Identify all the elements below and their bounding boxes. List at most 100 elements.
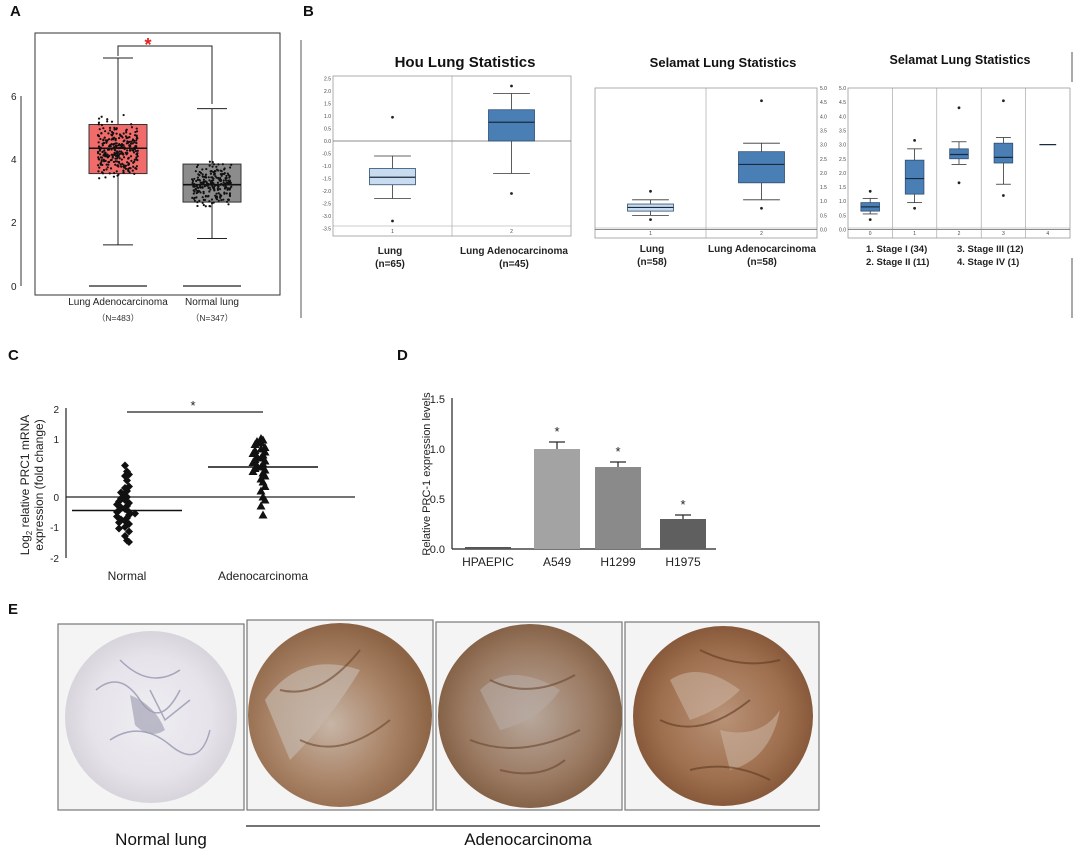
panel-a-point: [122, 132, 125, 135]
panel-a-point: [135, 130, 139, 133]
panel-a-point: [227, 179, 230, 182]
ihc-tissue-strands: [279, 649, 391, 748]
panel-a-point: [196, 176, 199, 179]
panel-a-point: [130, 159, 133, 162]
panel-b3-ytick: 1.5: [839, 185, 846, 191]
panel-d-xlabel: HPAEPIC: [462, 555, 514, 569]
panel-a-point: [116, 160, 119, 163]
panel-a-point: [112, 143, 115, 146]
panel-b2-ytick: 4.5: [820, 100, 827, 106]
panel-a-point: [118, 150, 121, 153]
panel-c-point-adeno: [256, 444, 266, 453]
panel-d-bar: [534, 449, 580, 549]
panel-a-point: [212, 173, 216, 176]
panel-a-point: [133, 172, 136, 175]
panel-b1-ytick: -3.0: [322, 214, 331, 220]
panel-b2-box: [738, 151, 785, 184]
panel-a-significance: *: [144, 35, 151, 55]
panel-b1-title: Hou Lung Statistics: [395, 54, 536, 71]
panel-a-point: [130, 126, 134, 129]
panel-a-point: [210, 176, 213, 179]
panel-a-point: [215, 192, 218, 195]
ihc-tissue-patch: [670, 672, 780, 770]
panel-a-point: [101, 142, 104, 145]
panel-a-point: [217, 163, 220, 166]
panel-b1-box: [369, 168, 416, 186]
panel-a-point: [103, 160, 106, 163]
panel-b1-outlier: [391, 115, 394, 119]
ihc-core-tumor-1: [248, 623, 432, 807]
panel-c-point-adeno: [260, 495, 270, 504]
panel-a-point: [202, 181, 205, 184]
panel-b1-ytick: 2.5: [324, 77, 331, 83]
panel-a-point: [229, 187, 232, 190]
panel-a-point: [201, 173, 204, 176]
panel-a-point: [196, 163, 199, 167]
panel-a-point: [131, 138, 135, 141]
panel-a-point: [103, 149, 106, 152]
panel-c-point-adeno: [256, 438, 266, 447]
panel-a-point: [128, 140, 131, 143]
panel-a-point: [113, 171, 116, 175]
panel-a-n-tumor: （N=483）: [97, 313, 139, 323]
panel-b1-ytick: 0.0: [324, 139, 331, 145]
panel-a-point: [120, 151, 123, 154]
panel-a-point: [98, 128, 101, 131]
panel-a-xlabel-tumor: Lung Adenocarcinoma: [68, 297, 168, 308]
panel-b2-xnum: 2: [760, 231, 763, 237]
panel-a-point: [134, 166, 137, 170]
panel-a-point: [122, 140, 125, 143]
panel-a-point: [202, 190, 205, 193]
panel-a-point: [112, 175, 116, 178]
panel-a-point: [108, 154, 111, 157]
panel-a-point: [114, 139, 117, 142]
panel-d-bar: [465, 547, 511, 549]
panel-c-point-adeno: [258, 510, 268, 519]
panel-b3-legend: 1. Stage I (34): [866, 244, 927, 255]
panel-a-point: [132, 151, 136, 154]
panel-c-point-normal: [131, 509, 139, 518]
ihc-tissue-strands: [469, 674, 581, 775]
panel-a-point: [107, 163, 110, 166]
panel-a-point: [122, 169, 125, 172]
panel-b1-ytick: -1.0: [322, 164, 331, 170]
panel-b1-xlabel-lung: Lung: [378, 246, 402, 257]
panel-a-point: [199, 191, 202, 194]
panel-a-point: [219, 176, 222, 180]
ihc-tissue-strands: [659, 649, 781, 781]
panel-b2-n-lung: (n=58): [637, 257, 667, 268]
panel-a-point: [135, 134, 138, 137]
panel-b2-ytick: 0.0: [820, 228, 827, 234]
panel-a-point: [98, 153, 102, 156]
panel-a-point: [96, 134, 100, 137]
panel-a-point: [201, 175, 204, 178]
panel-a-point: [191, 196, 194, 200]
panel-c-point-adeno: [248, 458, 258, 466]
panel-b3-ytick: 5.0: [839, 86, 846, 92]
panel-a-point: [128, 171, 131, 174]
panel-a-point: [195, 165, 199, 169]
panel-d-ytick: 1.5: [430, 394, 445, 406]
panel-a-point: [194, 170, 197, 173]
panel-d-xlabel: A549: [543, 555, 571, 569]
panel-b3-box: [904, 159, 925, 195]
panel-c-ytick: 0: [53, 493, 59, 504]
panel-b1-ytick: 2.0: [324, 89, 331, 95]
panel-a-point: [105, 168, 108, 171]
panel-a-point: [119, 163, 122, 166]
panel-c-point-normal: [121, 523, 129, 531]
panel-a-point: [108, 126, 112, 129]
panel-a-point: [202, 198, 205, 201]
panel-d-ytick: 1.0: [430, 444, 445, 456]
panel-a-point: [123, 165, 126, 169]
panel-label-b: B: [303, 3, 314, 20]
panel-a-point: [205, 167, 208, 171]
panel-b2-ytick: 4.0: [820, 114, 827, 120]
panel-a-n-normal: （N=347）: [191, 313, 233, 323]
panel-a-point: [214, 194, 217, 197]
panel-b3-legend: 3. Stage III (12): [957, 244, 1024, 255]
panel-a-point: [195, 179, 198, 183]
panel-a-point: [107, 138, 111, 141]
panel-a-point: [101, 172, 105, 175]
panel-a-point: [193, 190, 196, 193]
